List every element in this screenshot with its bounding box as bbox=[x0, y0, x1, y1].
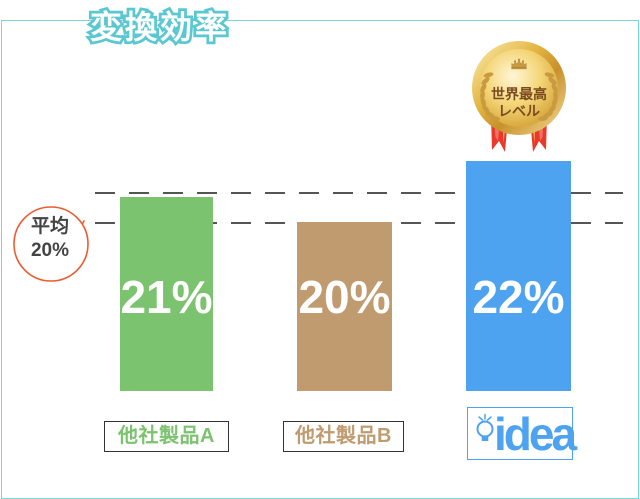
svg-text:世界最高: 世界最高 bbox=[491, 86, 547, 102]
svg-text:レベル: レベル bbox=[498, 103, 540, 119]
